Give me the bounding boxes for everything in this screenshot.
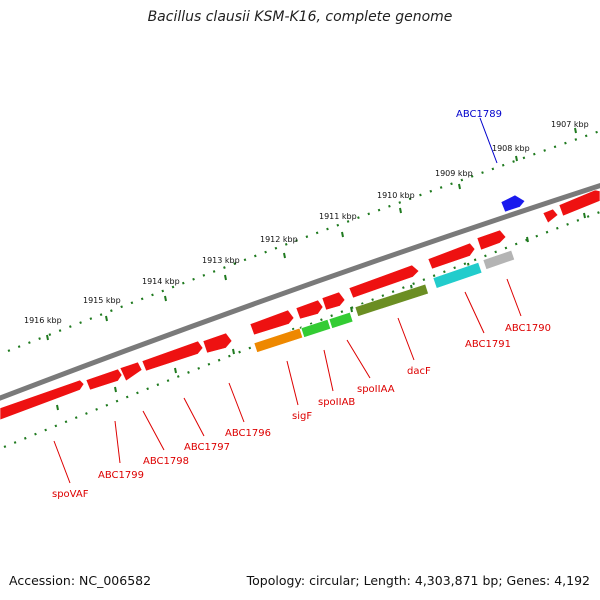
gene-arrow[interactable] (141, 340, 204, 372)
gene-arrow[interactable] (0, 379, 85, 421)
gene-label[interactable]: ABC1799 (98, 470, 144, 481)
major-tick (105, 315, 108, 322)
gene-label[interactable]: spoIIAB (318, 397, 355, 408)
kbp-label: 1916 kbp (24, 316, 62, 325)
major-tick (283, 252, 286, 259)
gene-arrow[interactable] (476, 229, 507, 251)
major-tick (114, 386, 117, 393)
gene-label[interactable]: ABC1798 (143, 456, 189, 467)
gene-block[interactable] (300, 318, 332, 338)
gene-label[interactable]: ABC1796 (225, 428, 271, 439)
gene-arrow[interactable] (202, 332, 233, 354)
leader-line (346, 339, 371, 379)
gene-label[interactable]: spoVAF (52, 489, 89, 500)
gene-label[interactable]: ABC1790 (505, 323, 551, 334)
gene-arrow[interactable] (119, 361, 143, 382)
major-tick (174, 367, 177, 374)
major-tick (458, 183, 461, 190)
kbp-label: 1915 kbp (83, 296, 121, 305)
topology-text: Topology: circular; Length: 4,303,871 bp… (246, 573, 590, 588)
leader-line (464, 291, 485, 334)
gene-arrow[interactable] (249, 309, 295, 336)
gene-arrow[interactable] (558, 189, 600, 217)
leader-line (479, 117, 498, 164)
leader-line (323, 349, 334, 392)
label-leaders (53, 117, 522, 484)
gene-block[interactable] (328, 311, 354, 329)
leader-line (506, 278, 522, 317)
gene-block[interactable] (432, 261, 483, 289)
kbp-label: 1908 kbp (492, 144, 530, 153)
leader-line (286, 360, 299, 406)
gene-arrow[interactable] (427, 242, 476, 270)
major-tick (56, 404, 59, 411)
gene-arrow[interactable] (295, 299, 324, 320)
gene-block[interactable] (354, 283, 429, 317)
kbp-label: 1913 kbp (202, 256, 240, 265)
gene-arrow[interactable] (321, 291, 346, 311)
major-tick (583, 212, 586, 219)
gene-block[interactable] (482, 249, 516, 270)
major-ticks (46, 127, 586, 411)
gene-label[interactable]: ABC1791 (465, 339, 511, 350)
gene-arrow[interactable] (85, 368, 123, 391)
major-tick (164, 295, 167, 302)
gene-arrow[interactable] (348, 264, 420, 299)
gene-label[interactable]: sigF (292, 411, 312, 422)
major-tick (46, 334, 49, 341)
gene-arrow[interactable] (500, 194, 526, 213)
gene-label[interactable]: ABC1789 (456, 109, 502, 120)
gene-label[interactable]: ABC1797 (184, 442, 230, 453)
gene-block[interactable] (253, 327, 304, 353)
gene-features (0, 189, 600, 421)
gene-label[interactable]: spoIIAA (357, 384, 395, 395)
leader-line (53, 440, 71, 484)
major-tick (574, 127, 577, 134)
major-tick (350, 306, 353, 313)
kbp-label: 1910 kbp (377, 191, 415, 200)
kbp-label: 1914 kbp (142, 277, 180, 286)
major-tick (341, 231, 344, 238)
leader-line (142, 410, 165, 451)
accession-text: Accession: NC_006582 (9, 573, 152, 588)
kbp-label: 1911 kbp (319, 212, 357, 221)
leader-line (397, 317, 415, 361)
gene-label[interactable]: dacF (407, 366, 431, 377)
leader-line (114, 420, 121, 464)
map-title: Bacillus clausii KSM-K16, complete genom… (147, 9, 453, 25)
gene-arrow[interactable] (542, 208, 559, 224)
major-tick (224, 274, 227, 281)
kbp-label: 1907 kbp (551, 120, 589, 129)
outer-scale-ring (7, 129, 600, 353)
major-tick (399, 207, 402, 214)
genome-backbone (0, 182, 600, 401)
major-tick (526, 236, 529, 243)
leader-line (183, 397, 205, 437)
major-tick (515, 155, 518, 162)
major-tick (232, 348, 235, 355)
kbp-label: 1912 kbp (260, 235, 298, 244)
leader-line (228, 382, 245, 423)
kbp-label: 1909 kbp (435, 169, 473, 178)
